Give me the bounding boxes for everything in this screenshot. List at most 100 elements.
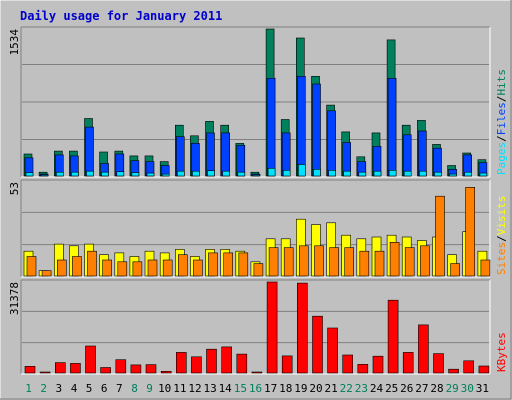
bar-files-day-18 [281, 132, 291, 177]
bar-sites-day-8 [132, 261, 143, 277]
legend-entry: Visits [495, 196, 508, 236]
bar-files-day-20 [312, 83, 321, 177]
bar-sites-day-15 [238, 252, 249, 277]
bar-kbytes-day-7 [115, 359, 127, 374]
bar-pages-day-31 [479, 172, 488, 177]
bar-sites-day-3 [56, 259, 67, 277]
bar-kbytes-day-30 [463, 360, 475, 374]
panel-bottom: 31378 KBytes [8, 279, 508, 375]
day-label-23: 23 [355, 382, 368, 395]
bar-pages-day-12 [192, 170, 200, 177]
bar-sites-day-6 [102, 259, 112, 277]
day-label-31: 31 [476, 382, 489, 395]
bar-kbytes-day-8 [130, 364, 142, 374]
bar-sites-day-4 [72, 256, 82, 277]
bar-sites-day-26 [404, 247, 415, 277]
bar-sites-day-21 [329, 247, 339, 277]
day-label-19: 19 [294, 382, 307, 395]
bar-pages-day-28 [434, 171, 442, 177]
bar-files-day-19 [296, 76, 306, 177]
bar-pages-day-8 [131, 172, 140, 177]
bar-pages-day-13 [207, 170, 215, 177]
bar-files-day-11 [176, 136, 185, 177]
day-label-17: 17 [264, 382, 277, 395]
bar-kbytes-day-13 [206, 348, 217, 374]
bar-kbytes-day-24 [372, 355, 384, 374]
day-label-20: 20 [309, 382, 322, 395]
bar-files-day-26 [402, 134, 412, 177]
bar-sites-day-16 [253, 263, 264, 277]
day-label-22: 22 [340, 382, 353, 395]
day-label-26: 26 [400, 382, 413, 395]
bar-kbytes-day-25 [387, 299, 399, 374]
day-label-8: 8 [131, 382, 138, 395]
bar-kbytes-day-19 [296, 282, 308, 374]
bar-pages-day-30 [464, 171, 473, 177]
bar-sites-day-9 [147, 259, 158, 277]
bar-pages-day-14 [222, 170, 230, 177]
bar-pages-day-26 [403, 170, 412, 177]
chart-title: Daily usage for January 2011 [20, 9, 222, 23]
panel-middle-ymax: 53 [8, 182, 21, 195]
bar-pages-day-23 [358, 171, 367, 177]
day-label-11: 11 [173, 382, 186, 395]
bar-sites-day-10 [162, 259, 173, 277]
bar-kbytes-day-31 [478, 365, 490, 374]
bar-kbytes-day-9 [145, 364, 157, 374]
day-label-15: 15 [234, 382, 247, 395]
bar-sites-day-24 [374, 250, 385, 277]
bar-sites-day-23 [359, 250, 370, 277]
legend-entry: / [495, 235, 508, 242]
panel-middle-legend: Sites/Visits [495, 196, 508, 276]
bar-kbytes-day-12 [191, 356, 202, 374]
bar-sites-day-2 [41, 270, 52, 277]
bar-sites-day-14 [223, 252, 233, 277]
day-label-5: 5 [86, 382, 93, 395]
bar-files-day-15 [236, 145, 246, 177]
bar-kbytes-day-14 [221, 346, 232, 374]
bar-files-day-27 [418, 130, 427, 177]
bar-files-day-25 [387, 78, 397, 177]
day-labels: 1 2 3 4 5 6 7 8 9 10 11 12 13 14 15 16 17 18 19 20 21 22 23 24 2… [25, 382, 489, 395]
bar-pages-day-7 [116, 171, 125, 177]
day-label-2: 2 [40, 382, 47, 395]
panel-middle: 53 Sites/Visits [8, 179, 508, 278]
day-label-24: 24 [370, 382, 384, 395]
bar-kbytes-day-27 [418, 324, 429, 374]
bar-kbytes-day-18 [281, 355, 293, 374]
legend-entry: Files [495, 102, 508, 135]
bar-pages-day-22 [343, 170, 352, 177]
day-label-1: 1 [25, 382, 32, 395]
bar-files-day-5 [85, 126, 94, 177]
bar-kbytes-day-3 [54, 362, 66, 374]
bar-kbytes-day-22 [342, 354, 354, 374]
bar-pages-day-16 [252, 174, 261, 177]
bar-kbytes-day-20 [312, 315, 323, 374]
bar-sites-day-11 [178, 254, 188, 277]
bar-kbytes-day-17 [266, 281, 278, 374]
day-label-28: 28 [430, 382, 443, 395]
bar-sites-day-12 [193, 259, 203, 277]
bar-pages-day-10 [161, 173, 170, 177]
day-label-12: 12 [188, 382, 201, 395]
day-label-18: 18 [279, 382, 292, 395]
bar-kbytes-day-26 [402, 352, 414, 374]
bar-pages-day-15 [237, 171, 246, 177]
day-label-29: 29 [446, 382, 459, 395]
day-label-6: 6 [101, 382, 108, 395]
bar-files-day-28 [433, 147, 442, 177]
bar-sites-day-29 [450, 263, 460, 277]
bar-kbytes-day-29 [448, 368, 459, 374]
bar-sites-day-18 [283, 247, 294, 277]
bar-pages-day-5 [86, 170, 94, 177]
bar-sites-day-19 [298, 245, 309, 277]
bar-pages-day-11 [177, 170, 185, 177]
legend-entry: / [495, 135, 508, 142]
bar-sites-day-30 [465, 187, 476, 277]
day-label-7: 7 [116, 382, 123, 395]
bar-kbytes-day-23 [357, 363, 369, 374]
bar-pages-day-24 [373, 170, 382, 177]
